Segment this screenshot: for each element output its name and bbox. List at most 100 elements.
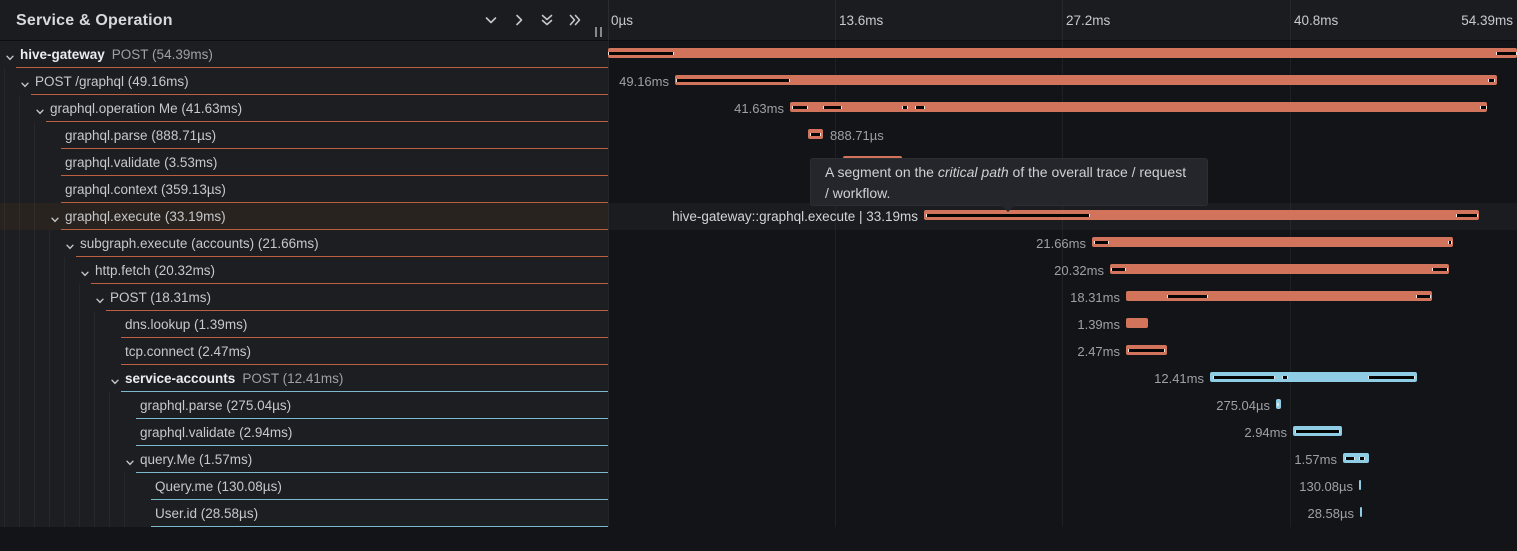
expand-all-icon[interactable] <box>567 12 583 28</box>
span-name-label: graphql.operation Me (41.63ms) <box>50 101 243 116</box>
span-duration-bar[interactable] <box>1359 480 1361 490</box>
indent-guide <box>34 419 35 446</box>
span-tree-cell[interactable] <box>0 176 608 203</box>
span-row[interactable]: http.fetch (20.32ms) 20.32ms <box>0 257 1517 284</box>
span-row[interactable]: service-accounts POST (12.41ms) 12.41ms <box>0 365 1517 392</box>
span-row[interactable]: graphql.context (359.13µs)359.13µs <box>0 176 1517 203</box>
span-tree-cell[interactable] <box>0 419 608 446</box>
span-tree-cell[interactable] <box>0 500 608 527</box>
row-collapse-chevron-icon[interactable] <box>35 104 45 115</box>
span-duration-bar[interactable] <box>608 48 1517 58</box>
span-duration-bar[interactable] <box>1110 264 1449 274</box>
row-collapse-chevron-icon[interactable] <box>125 455 135 466</box>
panel-divider <box>608 0 609 527</box>
span-tree-cell[interactable] <box>0 473 608 500</box>
span-row[interactable]: graphql.parse (888.71µs) 888.71µs <box>0 122 1517 149</box>
span-duration-label: 275.04µs <box>1216 398 1270 413</box>
span-duration-label: 49.16ms <box>619 74 669 89</box>
indent-guide <box>49 284 50 311</box>
row-collapse-chevron-icon[interactable] <box>5 50 15 61</box>
span-tree-cell[interactable] <box>0 392 608 419</box>
row-underline <box>151 526 608 527</box>
span-duration-bar[interactable] <box>1360 507 1362 517</box>
collapse-all-icon[interactable] <box>539 12 555 28</box>
indent-guide <box>34 365 35 392</box>
span-row[interactable]: graphql.validate (2.94ms) 2.94ms <box>0 419 1517 446</box>
span-tree-cell[interactable] <box>0 338 608 365</box>
panel-resize-handle[interactable] <box>593 26 604 38</box>
indent-guide <box>94 419 95 446</box>
span-row[interactable]: graphql.parse (275.04µs) 275.04µs <box>0 392 1517 419</box>
row-underline <box>151 499 608 500</box>
row-collapse-chevron-icon[interactable] <box>110 374 120 385</box>
span-tree-cell[interactable] <box>0 203 608 230</box>
span-duration-bar[interactable] <box>1343 453 1369 463</box>
indent-guide <box>19 95 20 122</box>
span-row[interactable]: hive-gateway POST (54.39ms) <box>0 41 1517 68</box>
row-collapse-chevron-icon[interactable] <box>20 77 30 88</box>
critical-path-segment <box>1094 241 1109 244</box>
span-duration-bar[interactable] <box>1092 237 1453 247</box>
indent-guide <box>109 446 110 473</box>
span-row[interactable]: graphql.execute (33.19ms) hive-gateway::g… <box>0 203 1517 230</box>
span-tree-cell[interactable] <box>0 68 608 95</box>
header-band: Service & Operation 0µs 13.6ms 27.2ms 40.8m… <box>0 0 1517 41</box>
span-tree-cell[interactable] <box>0 149 608 176</box>
collapse-one-icon[interactable] <box>483 12 499 28</box>
expand-one-icon[interactable] <box>511 12 527 28</box>
row-collapse-chevron-icon[interactable] <box>65 239 75 250</box>
indent-guide <box>4 284 5 311</box>
span-duration-label: 2.47ms <box>1077 344 1120 359</box>
critical-path-segment <box>1496 52 1517 55</box>
indent-guide <box>49 500 50 527</box>
span-tree-cell[interactable] <box>0 257 608 284</box>
row-collapse-chevron-icon[interactable] <box>50 212 60 223</box>
span-duration-bar[interactable] <box>1126 291 1432 301</box>
span-row[interactable]: graphql.validate (3.53ms)3.53ms <box>0 149 1517 176</box>
row-underline <box>91 283 608 284</box>
critical-path-segment <box>1480 106 1487 109</box>
row-underline <box>121 391 608 392</box>
span-duration-bar[interactable] <box>1210 372 1417 382</box>
critical-path-segment <box>1416 295 1431 298</box>
span-tree-cell[interactable] <box>0 41 608 68</box>
span-row[interactable]: dns.lookup (1.39ms) 1.39ms <box>0 311 1517 338</box>
indent-guide <box>94 500 95 527</box>
span-tree-cell[interactable] <box>0 311 608 338</box>
indent-guide <box>64 473 65 500</box>
span-row[interactable]: POST /graphql (49.16ms) 49.16ms <box>0 68 1517 95</box>
span-row[interactable]: POST (18.31ms) 18.31ms <box>0 284 1517 311</box>
span-duration-label: 130.08µs <box>1299 479 1353 494</box>
span-row[interactable]: graphql.operation Me (41.63ms) 41.63ms <box>0 95 1517 122</box>
critical-path-segment <box>926 214 1090 217</box>
span-tree-cell[interactable] <box>0 122 608 149</box>
gridline <box>1062 0 1063 527</box>
span-row[interactable]: subgraph.execute (accounts) (21.66ms) 21.… <box>0 230 1517 257</box>
row-collapse-chevron-icon[interactable] <box>80 266 90 277</box>
span-tree-cell[interactable] <box>0 365 608 392</box>
span-row[interactable]: tcp.connect (2.47ms) 2.47ms <box>0 338 1517 365</box>
indent-guide <box>4 257 5 284</box>
span-duration-bar[interactable] <box>924 210 1479 220</box>
span-row[interactable]: Query.me (130.08µs) 130.08µs <box>0 473 1517 500</box>
indent-guide <box>19 446 20 473</box>
span-duration-label: 1.57ms <box>1294 452 1337 467</box>
row-underline <box>121 364 608 365</box>
span-row[interactable]: query.Me (1.57ms) 1.57ms <box>0 446 1517 473</box>
indent-guide <box>34 473 35 500</box>
indent-guide <box>49 338 50 365</box>
span-row[interactable]: User.id (28.58µs) 28.58µs <box>0 500 1517 527</box>
time-tick-label: 0µs <box>611 13 634 28</box>
span-duration-bar[interactable] <box>790 102 1487 112</box>
span-name-label: User.id (28.58µs) <box>155 506 259 521</box>
critical-path-segment <box>1345 457 1355 460</box>
span-tree-cell[interactable] <box>0 446 608 473</box>
span-duration-bar[interactable] <box>675 75 1497 85</box>
indent-guide <box>4 68 5 95</box>
row-collapse-chevron-icon[interactable] <box>95 293 105 304</box>
span-tree-cell[interactable] <box>0 95 608 122</box>
span-duration-bar[interactable] <box>1126 318 1148 328</box>
span-tree-cell[interactable] <box>0 230 608 257</box>
span-tree-cell[interactable] <box>0 284 608 311</box>
row-underline <box>46 121 608 122</box>
